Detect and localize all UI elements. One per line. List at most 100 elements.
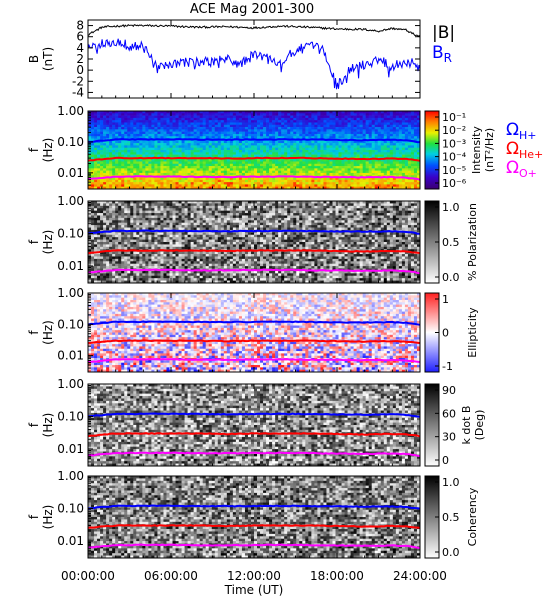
heatmap-cell (380, 222, 385, 226)
heatmap-cell (193, 184, 197, 187)
heatmap-cell (127, 184, 131, 187)
heatmap-cell (389, 152, 394, 155)
heatmap-cell (386, 140, 391, 144)
heatmap-cell (377, 163, 382, 167)
heatmap-cell (232, 201, 237, 204)
heatmap-cell (139, 210, 143, 214)
heatmap-cell (392, 177, 397, 181)
heatmap-cell (263, 113, 267, 116)
heatmap-cell (196, 225, 200, 228)
heatmap-cell (362, 172, 366, 176)
heatmap-cell (281, 201, 285, 204)
heatmap-cell (127, 217, 131, 221)
heatmap-cell (106, 136, 110, 139)
heatmap-cell (377, 220, 382, 223)
heatmap-cell (383, 122, 388, 126)
heatmap-cell (238, 122, 243, 126)
heatmap-cell (389, 115, 394, 119)
heatmap-cell (341, 163, 345, 167)
heatmap-cell (410, 154, 415, 158)
freq-tick-label: 0.10 (57, 135, 84, 149)
heatmap-cell (272, 122, 276, 126)
heatmap-cell (359, 210, 363, 214)
heatmap-cell (91, 203, 95, 207)
heatmap-cell (320, 177, 324, 181)
heatmap-cell (413, 136, 418, 139)
legend-b-r: BR (432, 43, 452, 65)
heatmap-cell (326, 159, 330, 162)
heatmap-cell (260, 147, 264, 151)
heatmap-cell (148, 179, 152, 183)
heatmap-cell (163, 184, 167, 187)
heatmap-cell (410, 111, 415, 114)
heatmap-cell (317, 184, 321, 187)
heatmap-cell (247, 166, 252, 169)
heatmap-cell (97, 179, 101, 183)
heatmap-cell (395, 182, 400, 185)
heatmap-cell (347, 145, 351, 148)
heatmap-cell (278, 208, 282, 211)
heatmap-cell (151, 177, 155, 181)
heatmap-cell (229, 147, 234, 151)
heatmap-cell (181, 170, 185, 174)
heatmap-cell (368, 143, 373, 146)
heatmap-cell (413, 111, 418, 114)
heatmap-cell (365, 184, 369, 187)
heatmap-cell (121, 215, 125, 219)
heatmap-cell (335, 220, 339, 223)
heatmap-cell (302, 115, 306, 119)
heatmap-cell (124, 215, 128, 219)
heatmap-cell (118, 177, 122, 181)
heatmap-cell (103, 113, 107, 116)
heatmap-cell (145, 117, 149, 121)
heatmap-cell (260, 217, 264, 221)
heatmap-cell (347, 140, 351, 144)
heatmap-cell (130, 217, 134, 221)
heatmap-cell (266, 201, 270, 204)
heatmap-cell (88, 127, 92, 130)
heatmap-cell (109, 122, 113, 126)
heatmap-cell (296, 150, 300, 153)
heatmap-cell (205, 111, 210, 114)
heatmap-cell (139, 140, 143, 144)
heatmap-cell (109, 217, 113, 221)
heatmap-cell (362, 201, 366, 204)
heatmap-cell (250, 217, 255, 221)
heatmap-cell (169, 124, 173, 128)
heatmap-cell (383, 117, 388, 121)
freq-axis-label: f (Hz) (27, 138, 55, 163)
heatmap-cell (241, 186, 246, 190)
heatmap-cell (202, 143, 207, 146)
heatmap-cell (127, 120, 131, 123)
heatmap-cell (241, 152, 246, 155)
heatmap-cell (217, 170, 222, 174)
heatmap-cell (226, 186, 231, 190)
heatmap-cell (229, 154, 234, 158)
heatmap-cell (148, 222, 152, 226)
heatmap-cell (407, 140, 412, 144)
heatmap-cell (193, 150, 197, 153)
heatmap-cell (287, 145, 291, 148)
heatmap-cell (392, 220, 397, 223)
heatmap-cell (139, 215, 143, 219)
heatmap-cell (299, 159, 303, 162)
heatmap-cell (157, 225, 161, 228)
heatmap-cell (413, 203, 418, 207)
heatmap-cell (91, 120, 95, 123)
heatmap-cell (401, 203, 406, 207)
heatmap-cell (284, 122, 288, 126)
heatmap-cell (175, 201, 179, 204)
heatmap-cell (383, 129, 388, 132)
heatmap-cell (350, 120, 354, 123)
heatmap-cell (389, 168, 394, 171)
heatmap-cell (196, 117, 200, 121)
heatmap-cell (410, 156, 415, 160)
heatmap-cell (302, 136, 306, 139)
heatmap-cell (97, 147, 101, 151)
heatmap-cell (187, 217, 191, 221)
heatmap-cell (244, 111, 249, 114)
heatmap-cell (263, 150, 267, 153)
heatmap-cell (154, 225, 158, 228)
heatmap-cell (214, 147, 219, 151)
heatmap-cell (317, 208, 321, 211)
